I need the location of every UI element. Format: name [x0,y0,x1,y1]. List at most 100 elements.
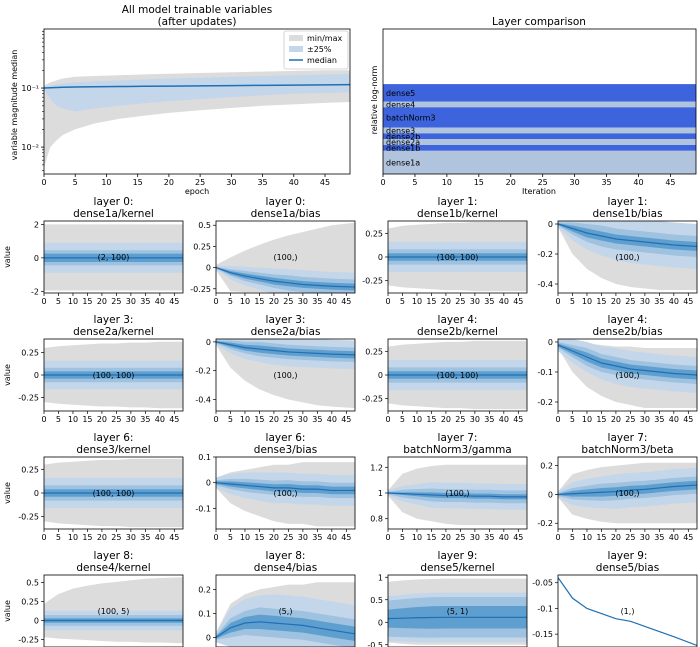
x-tick-label: 35 [257,178,267,187]
x-tick-label: 5 [56,533,61,542]
median-line [388,492,527,498]
shape-annotation: (2, 100) [98,253,130,262]
overview-chart: All model trainable variables (after upd… [10,4,351,196]
panel-frame [557,338,698,412]
y-tick-label: -0.25 [362,395,383,404]
overview-ylabel: variable magnitude median [10,50,19,161]
x-tick-label: 10 [101,178,111,187]
median-line [558,577,697,647]
y-tick-label: 0 [34,489,39,498]
y-tick-label: -0.4 [537,280,553,289]
shape-annotation: (100,) [615,371,639,380]
y-tick-label: 0 [378,253,383,262]
x-tick-label: 45 [169,415,179,424]
shape-annotation: (100,) [615,489,639,498]
y-tick-label: 0 [378,371,383,380]
x-tick-label: 0 [385,533,390,542]
x-tick-label: 45 [665,178,675,187]
x-tick-label: 25 [455,297,465,306]
x-tick-label: 40 [289,178,299,187]
panel-dense2a-bias: layer 3:dense2a/bias (100,) 0 5 10 15 20 25 30 35… [195,314,356,424]
x-tick-label: 5 [412,178,417,187]
x-tick-label: 40 [155,297,165,306]
panel-title-variable: dense3/bias [254,444,317,456]
panel-dense5-kernel: layer 9:dense5/kernel(5, 1)0510152025303… [367,550,528,647]
x-tick-label: 10 [442,178,452,187]
y-tick-label: -0.5 [367,641,383,647]
layer-band-batchNorm3 [383,107,696,128]
shape-annotation: (5, 1) [447,607,469,616]
panel-title-layer: layer 8: [266,550,306,562]
y-tick-label: 0.8 [370,515,383,524]
x-tick-label: 20 [506,178,516,187]
panel-dense5-bias: layer 9:dense5/bias(1,)05101520253035404… [532,550,698,647]
panel-title-variable: dense4/kernel [76,562,150,574]
panel-title-layer: layer 3: [94,314,134,326]
x-tick-label: 30 [126,415,136,424]
y-tick-label: 0.25 [21,598,39,607]
y-tick-label: 0.5 [26,579,39,588]
x-tick-label: 10 [412,415,422,424]
x-tick-label: 10 [240,297,250,306]
x-tick-label: 40 [669,297,679,306]
x-tick-label: 5 [228,297,233,306]
x-tick-label: 40 [633,178,643,187]
x-tick-label: 25 [625,415,635,424]
panel-title-variable: dense2a/bias [251,326,321,338]
y-tick-label: -0.25 [18,635,39,644]
x-tick-label: 0 [41,297,46,306]
x-tick-label: 25 [111,533,121,542]
y-axis-label: value [3,600,12,622]
layer-frame [382,28,697,175]
layer-comparison-xlabel: Iteration [522,187,556,196]
shape-annotation: (100,) [273,489,297,498]
median-line [558,223,697,248]
x-tick-label: 0 [555,415,560,424]
panel-title-variable: dense1b/kernel [417,208,498,220]
panel-dense4-kernel: layer 8:dense4/kernel(100, 5)05101520253… [3,550,184,647]
panel-frame [215,456,356,530]
x-tick-label: 5 [400,533,405,542]
x-tick-label: 5 [400,415,405,424]
panel-dense2a-kernel: layer 3:dense2a/kernel (100, 100) 0 5 10 15 20… [3,314,184,424]
x-tick-label: 40 [669,415,679,424]
y-tick-label: 0 [548,338,553,347]
x-tick-label: 45 [513,415,523,424]
y-tick-label: 0 [206,633,211,642]
x-tick-label: 20 [269,415,279,424]
layer-label-dense2a: dense2a [386,138,420,147]
x-tick-label: 25 [625,297,635,306]
x-tick-label: 20 [97,415,107,424]
x-tick-label: 10 [582,533,592,542]
median-line [558,484,697,496]
layer-comparison-title: Layer comparison [492,16,586,28]
y-tick-label: 0 [34,371,39,380]
x-tick-label: 40 [669,533,679,542]
panel-frame [215,220,356,294]
layer-label-dense2b: dense2b [386,132,420,141]
inner-band [216,267,355,291]
y-tick-label: 1 [378,489,383,498]
x-tick-label: 0 [213,415,218,424]
inner-band [558,343,697,380]
panel-dense1a-kernel: layer 0:dense1a/kernel(2, 100)0 5 10 15 20 25… [3,196,184,306]
x-tick-label: 35 [654,297,664,306]
layer-label-dense1a: dense1a [386,158,420,167]
x-tick-label: 0 [41,533,46,542]
x-tick-label: 10 [240,533,250,542]
x-tick-label: 20 [441,297,451,306]
y-tick-label: 0 [34,616,39,625]
shape-annotation: (100, 5) [98,607,130,616]
y-axis-label: value [3,482,12,504]
x-tick-label: 15 [254,533,264,542]
x-tick-label: 20 [611,297,621,306]
panel-title-layer: layer 6: [94,432,134,444]
overview-legend: min/max ±25% median [283,30,349,70]
panel-frame [43,574,184,647]
panel-title-layer: layer 4: [608,314,648,326]
layer-label-batchNorm3: batchNorm3 [386,113,436,122]
shape-annotation: (100, 100) [437,253,479,262]
legend-quartile-swatch [289,46,303,52]
x-tick-label: 45 [683,533,693,542]
x-tick-label: 40 [327,533,337,542]
